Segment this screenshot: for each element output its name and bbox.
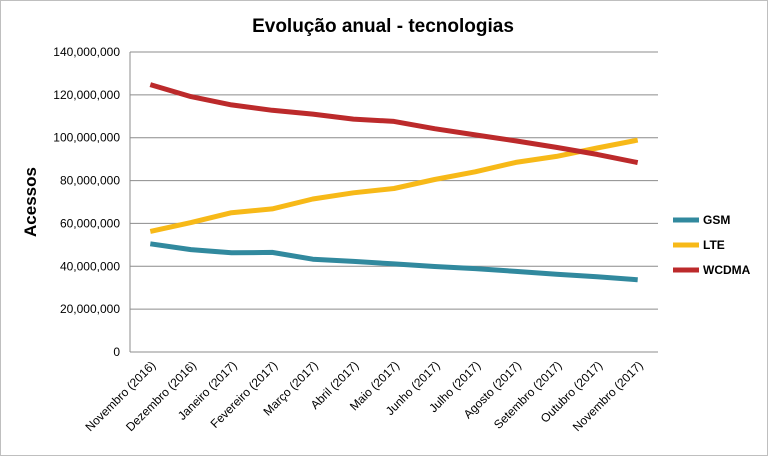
y-tick-label: 120,000,000 [53,88,120,102]
x-tick-label: Novembro (2017) [570,358,646,434]
legend-label-lte: LTE [703,238,725,252]
chart-title: Evolução anual - tecnologias [252,16,514,37]
legend: GSM LTE WCDMA [673,213,751,277]
x-tick-labels: Novembro (2016)Dezembro (2016)Janeiro (2… [83,358,646,434]
y-tick-label: 60,000,000 [60,216,120,230]
y-tick-label: 40,000,000 [60,259,120,273]
series-line-gsm [149,241,638,283]
legend-label-gsm: GSM [703,213,730,227]
y-axis-label: Acessos [21,167,40,237]
y-tick-labels: 0 20,000,000 40,000,000 60,000,000 80,000,00… [53,45,120,359]
series-line-lte [149,137,639,234]
y-tick-label: 100,000,000 [53,131,120,145]
series-lines [149,82,639,283]
y-tick-label: 80,000,000 [60,174,120,188]
y-tick-label: 0 [113,345,120,359]
gridlines [129,51,658,353]
y-tick-label: 20,000,000 [60,302,120,316]
legend-label-wcdma: WCDMA [703,263,751,277]
x-tick-label: Novembro (2016) [83,358,159,434]
series-line-wcdma [149,82,639,166]
y-tick-label: 140,000,000 [53,45,120,59]
x-tick-label: Dezembro (2016) [123,358,199,434]
